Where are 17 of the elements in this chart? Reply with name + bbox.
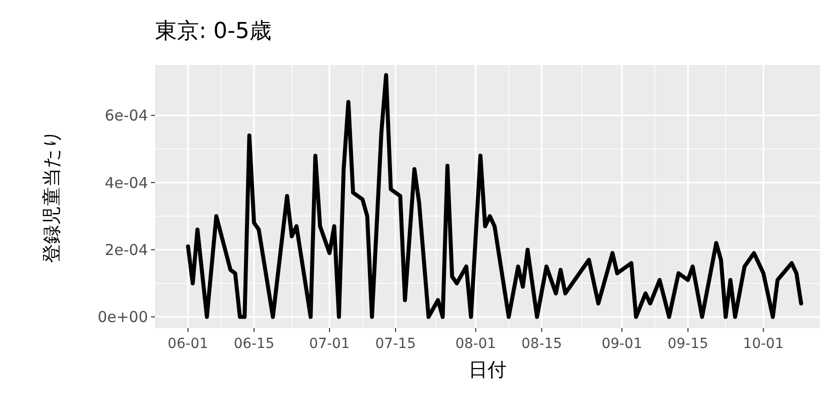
chart-title: 東京: 0-5歳 — [155, 19, 272, 44]
y-tick-label: 6e-04 — [104, 106, 148, 125]
x-tick-label: 10-01 — [743, 336, 784, 352]
y-tick-label: 2e-04 — [104, 240, 148, 259]
x-tick-label: 08-01 — [455, 336, 496, 352]
x-tick-label: 09-15 — [668, 336, 708, 352]
x-tick-label: 07-15 — [375, 336, 416, 352]
line-series — [186, 73, 804, 319]
x-tick-label: 06-01 — [168, 336, 208, 352]
x-tick-label: 06-15 — [234, 336, 274, 352]
x-axis-title: 日付 — [468, 359, 506, 381]
y-axis-title: 登録児童当たり — [41, 130, 63, 263]
x-tick-label: 09-01 — [602, 336, 642, 352]
x-tick-label: 07-01 — [309, 336, 350, 352]
x-tick-label: 08-15 — [521, 336, 562, 352]
y-tick-label: 0e+00 — [98, 308, 148, 326]
y-tick-label: 4e-04 — [104, 174, 148, 192]
